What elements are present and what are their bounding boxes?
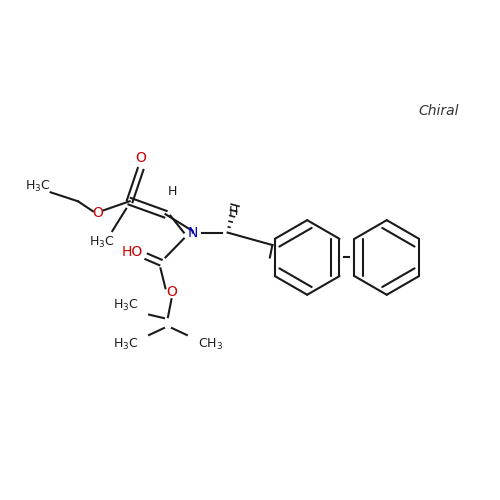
Text: O: O: [92, 206, 104, 220]
Text: H$_3$C: H$_3$C: [113, 336, 138, 351]
Text: HO: HO: [122, 246, 144, 260]
Text: H: H: [168, 186, 177, 198]
Text: H: H: [229, 205, 238, 218]
Text: H$_3$C: H$_3$C: [88, 235, 114, 250]
Text: H$_3$C: H$_3$C: [26, 179, 51, 194]
Text: O: O: [166, 286, 177, 300]
Text: N: N: [188, 226, 198, 239]
Text: CH$_3$: CH$_3$: [198, 336, 223, 351]
Text: H$_3$C: H$_3$C: [113, 298, 138, 313]
Text: O: O: [135, 151, 146, 165]
Text: Chiral: Chiral: [418, 104, 459, 118]
